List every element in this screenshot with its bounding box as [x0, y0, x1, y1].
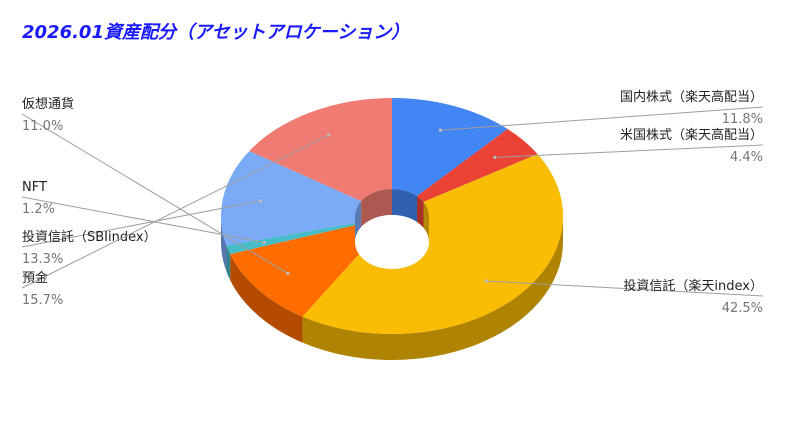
slice-value-3: 11.0%	[22, 119, 63, 134]
donut-depth	[221, 216, 563, 361]
slice-1	[417, 129, 538, 202]
leader-line-0	[440, 106, 764, 131]
slice-side-5	[221, 216, 227, 272]
slice-4	[226, 222, 357, 255]
slice-side-2	[302, 216, 563, 361]
leader-dot-2	[484, 279, 488, 283]
slice-side-4	[226, 245, 231, 281]
slice-value-5: 13.3%	[22, 252, 63, 267]
leader-line-6	[21, 134, 330, 289]
leader-dot-4	[262, 240, 266, 244]
slice-side-3	[230, 254, 303, 343]
slice-label-3: 仮想通貨	[22, 96, 74, 112]
slice-inner-wall-5-1	[355, 201, 362, 242]
slice-value-2: 42.5%	[722, 301, 763, 316]
slice-label-2: 投資信託（楽天index）	[623, 278, 763, 294]
slice-inner-wall-2-0	[423, 201, 429, 242]
leader-line-1	[494, 144, 764, 158]
slice-value-0: 11.8%	[722, 112, 763, 127]
leader-line-2	[486, 280, 764, 297]
slice-inner-wall-1-0	[417, 196, 424, 228]
slice-label-1: 米国株式（楽天高配当）	[620, 127, 763, 143]
slice-value-1: 4.4%	[730, 150, 763, 165]
slice-inner-wall-0-0	[392, 189, 418, 223]
slice-label-4: NFT	[22, 180, 47, 195]
slice-label-5: 投資信託（SBIindex）	[22, 229, 157, 245]
slice-6	[249, 98, 392, 202]
leader-line-4	[21, 196, 265, 243]
chart-title: 2026.01資産配分（アセットアロケーション）	[22, 22, 410, 43]
slice-value-6: 15.7%	[22, 293, 63, 308]
slice-5	[220, 151, 362, 246]
slice-label-0: 国内株式（楽天高配当）	[620, 89, 763, 105]
leader-dot-1	[493, 155, 497, 159]
donut-hole	[355, 215, 429, 269]
slice-3	[230, 224, 373, 317]
leader-line-3	[21, 113, 289, 274]
leader-line-5	[21, 200, 261, 248]
leader-dot-0	[438, 128, 442, 132]
slice-2	[302, 154, 564, 335]
leader-dot-6	[327, 133, 331, 137]
donut-top	[220, 98, 564, 335]
slice-value-4: 1.2%	[22, 202, 55, 217]
slice-labels: 国内株式（楽天高配当） 11.8%米国株式（楽天高配当） 4.4% 投資信託（楽天in…	[21, 89, 764, 316]
slice-label-6: 預金	[22, 270, 48, 286]
leader-dot-5	[258, 199, 263, 203]
leader-dot-3	[286, 271, 290, 276]
slice-0	[392, 98, 508, 197]
slice-inner-wall-6-1	[361, 189, 392, 228]
